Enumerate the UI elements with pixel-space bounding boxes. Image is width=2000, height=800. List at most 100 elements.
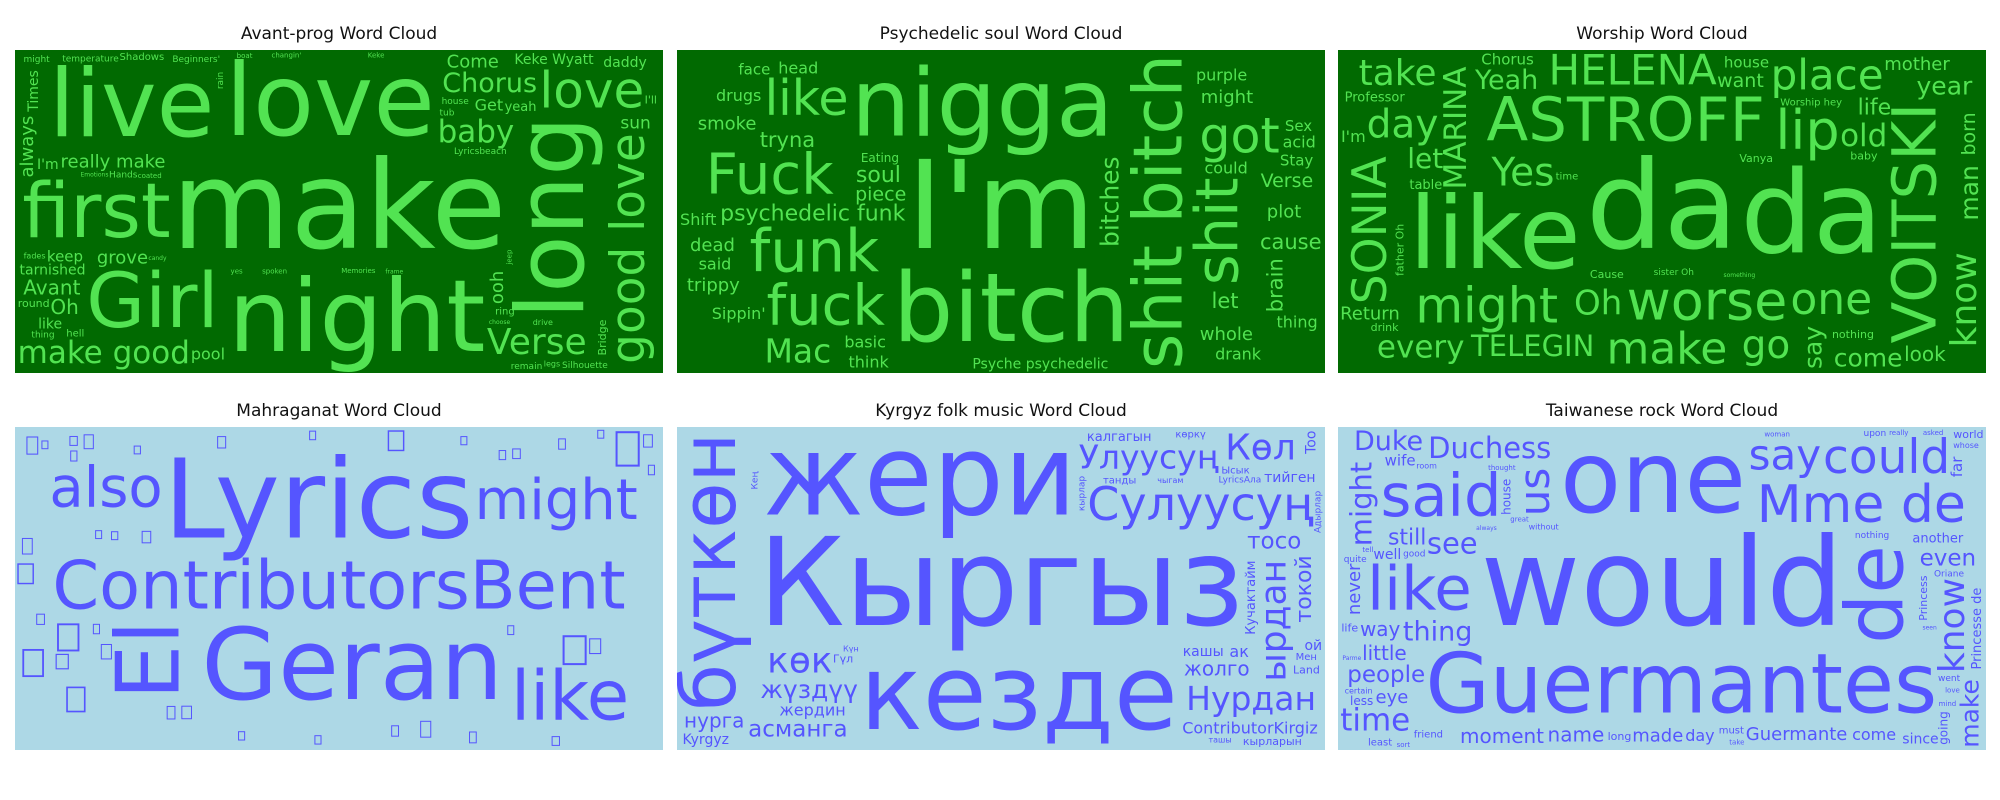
word: baby xyxy=(1850,149,1878,162)
missing-glyph-box xyxy=(615,431,640,467)
panel-title: Avant-prog Word Cloud xyxy=(240,24,438,44)
word: time xyxy=(1556,172,1579,183)
word: Come xyxy=(447,51,499,72)
word: жердин xyxy=(779,700,845,719)
word: Mac xyxy=(764,331,831,370)
word: long xyxy=(497,116,606,319)
missing-glyph-box xyxy=(217,436,227,449)
word: HELENA xyxy=(1549,50,1717,94)
word: candy xyxy=(148,255,167,262)
word: ташы xyxy=(1208,735,1231,744)
word: round xyxy=(18,297,50,310)
missing-glyph-box xyxy=(558,438,566,450)
word: көк xyxy=(767,641,833,682)
word: see xyxy=(1427,526,1478,560)
word: think xyxy=(848,352,889,371)
word: тосо xyxy=(1247,529,1301,555)
word: asked xyxy=(1923,429,1944,437)
word: always xyxy=(17,116,38,178)
word: come xyxy=(1852,725,1896,744)
panel-title: Worship Word Cloud xyxy=(1576,24,1748,44)
missing-glyph-box xyxy=(141,530,152,544)
word: born xyxy=(1958,112,1980,155)
missing-glyph-box xyxy=(589,638,602,655)
word: worse xyxy=(1627,269,1788,332)
word: really xyxy=(1889,429,1908,437)
word: ASTROFF xyxy=(1487,85,1765,156)
word: whose xyxy=(1953,441,1979,450)
word: Beginners' xyxy=(172,55,220,65)
word: Parme xyxy=(1342,655,1361,662)
missing-glyph-box xyxy=(498,450,507,461)
word: танды xyxy=(1103,475,1136,486)
word: love xyxy=(1945,686,1960,694)
word: кезде xyxy=(860,632,1178,750)
word: whole xyxy=(1200,324,1253,345)
word: ак xyxy=(1229,642,1249,661)
word: trippy xyxy=(687,275,740,296)
word: drive xyxy=(533,318,553,327)
word: mind xyxy=(1939,700,1957,708)
word: Yeah xyxy=(1474,65,1538,96)
word: shit xyxy=(1183,177,1252,285)
word: let xyxy=(1212,289,1239,313)
missing-glyph-box xyxy=(95,530,103,540)
word: got xyxy=(1199,107,1279,164)
word: said xyxy=(699,254,732,273)
word: eye xyxy=(1376,687,1409,708)
word: another xyxy=(1912,532,1963,547)
missing-glyph-box xyxy=(36,613,45,625)
word: Ысык xyxy=(1221,465,1249,476)
word: нурга xyxy=(684,708,744,732)
word: Кучактайм xyxy=(1244,561,1259,635)
missing-glyph-box xyxy=(420,720,432,738)
word: year xyxy=(1917,72,1973,101)
cloud-background xyxy=(15,427,663,750)
word: hell xyxy=(66,329,84,340)
word: Oh xyxy=(50,295,78,319)
word: tarnished xyxy=(20,263,86,279)
cloud-background xyxy=(1338,427,1986,750)
word: Lyrics xyxy=(164,436,474,564)
word: de xyxy=(1829,545,1921,644)
word: drink xyxy=(1371,321,1400,334)
word: Princess xyxy=(1917,575,1930,621)
missing-glyph-box xyxy=(133,445,141,455)
word: жүздүү xyxy=(760,675,858,704)
word: tryna xyxy=(760,128,815,152)
word: Oriane xyxy=(1934,570,1965,580)
missing-glyph-box xyxy=(66,686,86,713)
word: daddy xyxy=(603,55,647,71)
word: great xyxy=(1510,516,1529,524)
word: choose xyxy=(489,319,511,326)
panel-title: Taiwanese rock Word Cloud xyxy=(1545,401,1779,421)
word: something xyxy=(1723,272,1755,279)
word-cloud-panel-4: Kyrgyz folk music Word Cloud Кыргыз жери к… xyxy=(677,401,1325,750)
word: certain xyxy=(1345,687,1373,696)
word-cloud-panel-2: Worship Word Cloud da da like VOITSKI ASTROF… xyxy=(1338,24,1986,373)
word: ContributorKirgiz xyxy=(1182,719,1318,738)
word: кашы xyxy=(1183,644,1224,660)
word: MARINA xyxy=(1438,66,1474,189)
word: Yes xyxy=(1491,150,1555,195)
word: make xyxy=(1606,324,1727,373)
word: funk xyxy=(749,217,879,286)
word: Eating xyxy=(861,151,899,165)
missing-glyph-box xyxy=(507,625,515,636)
word: could xyxy=(1823,430,1950,485)
word: friend xyxy=(1414,730,1443,741)
word: I'll xyxy=(645,94,657,107)
word: тийген xyxy=(1264,470,1315,486)
word: acid xyxy=(1283,132,1316,151)
word-cloud-panel-3: Mahraganat Word Cloud ContributorsBent Ge… xyxy=(15,401,663,750)
word: кырларын xyxy=(1243,735,1302,748)
word: da xyxy=(1586,135,1738,277)
word: father Oh xyxy=(1393,224,1406,276)
word: Get xyxy=(475,95,504,114)
word: El xyxy=(98,620,200,699)
word: us xyxy=(1510,468,1559,517)
word: brain xyxy=(1264,258,1288,312)
word-cloud-panel-1: Psychedelic soul Word Cloud I'm bitch nigg… xyxy=(677,24,1325,373)
